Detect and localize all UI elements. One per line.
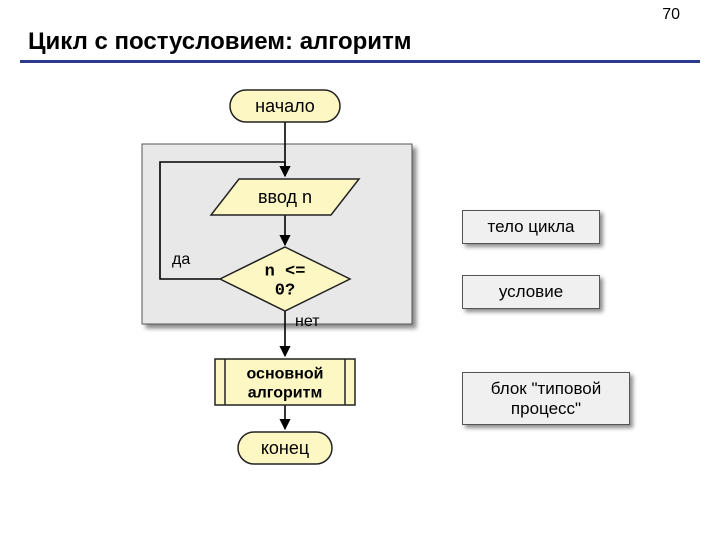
edge-label-yes: да bbox=[172, 251, 190, 269]
node-start-label: начало bbox=[255, 96, 315, 116]
svg-text:основной: основной bbox=[246, 366, 323, 383]
svg-text:алгоритм: алгоритм bbox=[248, 385, 323, 402]
node-input-label: ввод n bbox=[258, 187, 312, 207]
flowchart-svg: начало ввод n n <=0? основной алгоритм конец bbox=[0, 0, 720, 540]
node-end-label: конец bbox=[261, 438, 309, 458]
edge-label-no: нет bbox=[295, 313, 320, 331]
annotation-condition: условие bbox=[462, 275, 600, 309]
annotation-predefined: блок "типовой процесс" bbox=[462, 372, 630, 425]
node-condition-label1: n <= bbox=[265, 263, 306, 282]
annotation-loop-body: тело цикла bbox=[462, 210, 600, 244]
node-condition-label2: 0? bbox=[275, 282, 295, 301]
